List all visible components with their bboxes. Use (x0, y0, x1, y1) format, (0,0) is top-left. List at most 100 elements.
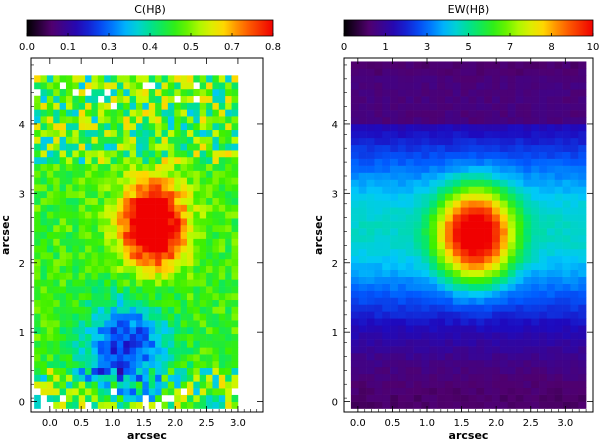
ew-hbeta-cell (492, 262, 501, 271)
c-hbeta-cell (46, 354, 54, 362)
c-hbeta-cell (174, 306, 181, 314)
c-hbeta-cell (110, 354, 118, 362)
ew-hbeta-cell (350, 172, 360, 180)
c-hbeta-cell (34, 333, 41, 341)
c-hbeta-cell (97, 279, 105, 287)
ew-hbeta-cell (515, 144, 524, 153)
c-hbeta-cell (104, 204, 111, 212)
ew-hbeta-cell (476, 103, 485, 111)
ew-hbeta-cell (515, 96, 524, 104)
c-hbeta-cell (129, 231, 137, 239)
c-hbeta-cell (53, 88, 60, 97)
ew-hbeta-cell (468, 214, 477, 222)
c-hbeta-cell (116, 82, 124, 90)
c-hbeta-cell (129, 156, 137, 165)
c-hbeta-cell (97, 320, 105, 328)
c-hbeta-cell (155, 326, 162, 335)
c-hbeta-cell (129, 245, 137, 253)
c-hbeta-cell (97, 252, 105, 260)
ew-hbeta-cell (468, 311, 477, 319)
c-hbeta-cell (34, 299, 41, 307)
ew-hbeta-cell (484, 110, 493, 118)
ew-hbeta-cell (421, 290, 430, 298)
c-hbeta-cell (91, 75, 99, 83)
ew-hbeta-cell (531, 248, 540, 257)
ew-hbeta-cell (429, 186, 438, 194)
ew-hbeta-cell (562, 235, 571, 243)
ew-hbeta-cell (570, 297, 579, 305)
c-hbeta-cell (53, 367, 60, 375)
c-hbeta-cell (123, 184, 130, 192)
ew-hbeta-cell (366, 158, 375, 166)
ew-hbeta-cell (546, 248, 556, 257)
ew-hbeta-cell (429, 359, 438, 368)
ew-hbeta-cell (405, 123, 414, 132)
c-hbeta-cell (59, 211, 67, 219)
ew-hbeta-cell (444, 61, 454, 69)
ew-hbeta-colorbar-tick-label: 7 (507, 42, 513, 53)
ew-hbeta-cell (429, 304, 438, 312)
ew-hbeta-cell (476, 96, 485, 104)
ew-hbeta-cell (452, 394, 461, 402)
c-hbeta-cell (65, 190, 73, 199)
ew-hbeta-cell (492, 200, 501, 208)
c-hbeta-cell (199, 326, 207, 335)
c-hbeta-cell (72, 326, 80, 335)
c-hbeta-cell (136, 326, 143, 335)
c-hbeta-cell (148, 265, 156, 273)
c-hbeta-cell (231, 333, 239, 341)
c-hbeta-cell (161, 340, 169, 348)
ew-hbeta-cell (546, 290, 556, 298)
ew-hbeta-cell (515, 137, 524, 146)
ew-hbeta-cell (390, 82, 399, 90)
ew-hbeta-cell (405, 144, 414, 153)
ew-hbeta-cell (429, 214, 438, 222)
ew-hbeta-cell (492, 228, 501, 236)
c-hbeta-cell (199, 116, 207, 124)
ew-hbeta-cell (437, 117, 446, 125)
ew-hbeta-cell (484, 214, 493, 222)
c-hbeta-cell (129, 320, 137, 328)
ew-hbeta-cell (562, 380, 571, 389)
c-hbeta-cell (65, 88, 73, 97)
ew-hbeta-cell (515, 130, 524, 139)
c-hbeta-cell (53, 224, 60, 233)
c-hbeta-cell (65, 150, 73, 158)
c-hbeta-cell (174, 122, 181, 131)
c-hbeta-cell (59, 347, 67, 355)
c-hbeta-cell (46, 122, 54, 131)
c-hbeta-cell (116, 333, 124, 341)
ew-hbeta-cell (570, 318, 579, 326)
ew-hbeta-cell (444, 262, 454, 271)
c-hbeta-cell (193, 313, 201, 321)
ew-hbeta-cell (429, 117, 438, 125)
ew-hbeta-cell (562, 165, 571, 173)
ew-hbeta-cell (350, 339, 360, 347)
c-hbeta-cell (225, 170, 232, 178)
ew-hbeta-cell (437, 311, 446, 319)
c-hbeta-cell (72, 388, 80, 396)
c-hbeta-cell (193, 299, 201, 307)
ew-hbeta-cell (390, 214, 399, 222)
ew-hbeta-cell (484, 130, 493, 139)
ew-hbeta-cell (499, 75, 508, 83)
ew-hbeta-cell (444, 325, 454, 333)
c-hbeta-cell (72, 238, 80, 246)
c-hbeta-cell (91, 354, 99, 362)
c-hbeta-cell (231, 340, 239, 348)
c-hbeta-cell (142, 347, 150, 355)
c-hbeta-cell (231, 354, 239, 362)
ew-hbeta-cell (546, 283, 556, 291)
ew-hbeta-cell (523, 276, 532, 284)
ew-hbeta-cell (499, 68, 508, 76)
ew-hbeta-cell (546, 401, 556, 409)
c-hbeta-cell (110, 360, 118, 369)
ew-hbeta-cell (460, 158, 469, 166)
c-hbeta-cell (110, 122, 118, 131)
c-hbeta-cell (129, 326, 137, 335)
c-hbeta-cell (148, 394, 156, 403)
c-hbeta-cell (116, 347, 124, 355)
ew-hbeta-cell (492, 339, 501, 347)
ew-hbeta-cell (366, 297, 375, 305)
ew-hbeta-cell (562, 200, 571, 208)
